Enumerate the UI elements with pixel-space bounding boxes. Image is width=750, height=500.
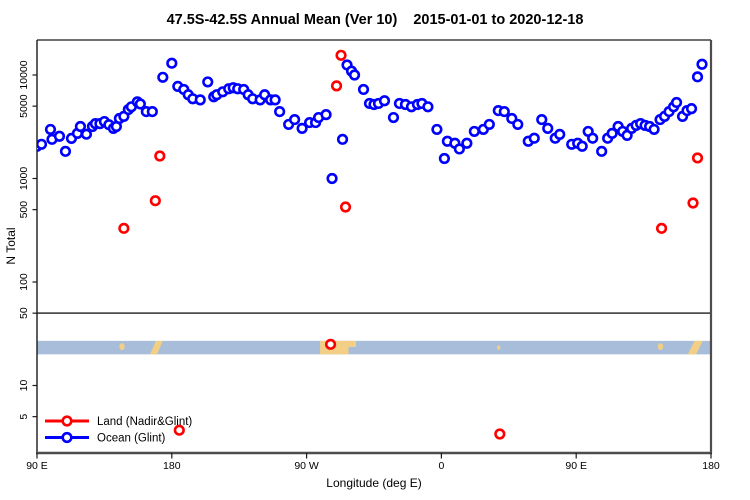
ocean-data-point bbox=[512, 118, 524, 131]
y-tick-label: 500 bbox=[18, 201, 30, 219]
land-data-point bbox=[335, 49, 347, 61]
ocean-data-point bbox=[326, 172, 338, 185]
ocean-data-point bbox=[536, 113, 548, 126]
ocean-data-point bbox=[453, 143, 465, 155]
y-tick-label: 10 bbox=[18, 380, 30, 392]
map-band-land-segment bbox=[150, 340, 163, 355]
ocean-data-point bbox=[269, 94, 281, 106]
chart-title-left: 47.5S-42.5S Annual Mean (Ver 10) bbox=[167, 12, 398, 28]
ocean-data-point bbox=[44, 123, 57, 136]
ocean-data-point bbox=[274, 105, 286, 118]
x-axis-title: Longitude (deg E) bbox=[326, 476, 421, 490]
ocean-data-point bbox=[461, 137, 473, 149]
ocean-data-point bbox=[320, 109, 332, 121]
land-data-point bbox=[324, 338, 337, 350]
land-data-point bbox=[494, 428, 506, 440]
x-tick-label: 90 W bbox=[294, 460, 319, 472]
ocean-data-point bbox=[37, 138, 48, 150]
ocean-data-point bbox=[554, 128, 566, 140]
map-band-ocean bbox=[37, 340, 711, 355]
ocean-data-point bbox=[134, 98, 146, 110]
ocean-data-point bbox=[59, 145, 72, 157]
y-tick-label: 100 bbox=[18, 273, 30, 291]
y-tick-label: 10000 bbox=[18, 60, 30, 89]
ocean-data-point bbox=[357, 83, 370, 96]
ocean-data-point bbox=[194, 94, 206, 106]
ocean-data-point bbox=[576, 140, 588, 152]
x-tick-label: 0 bbox=[438, 460, 444, 472]
data-points-layer bbox=[37, 49, 708, 440]
legend-entry: Land (Nadir&Glint) bbox=[45, 415, 192, 428]
ocean-data-point bbox=[378, 95, 391, 107]
ocean-data-point bbox=[348, 69, 361, 81]
ocean-data-point bbox=[685, 103, 698, 115]
ocean-data-point bbox=[422, 101, 434, 113]
ocean-data-point bbox=[670, 96, 683, 109]
ocean-data-point bbox=[498, 105, 510, 118]
legend-label: Ocean (Glint) bbox=[97, 433, 166, 445]
land-data-point bbox=[330, 80, 343, 92]
ocean-data-point bbox=[696, 58, 708, 70]
legend-label: Land (Nadir&Glint) bbox=[97, 416, 192, 428]
ocean-data-point bbox=[157, 71, 169, 83]
ocean-data-point bbox=[289, 113, 301, 126]
ocean-data-point bbox=[596, 145, 608, 157]
ocean-data-point bbox=[166, 57, 178, 69]
land-data-point bbox=[687, 197, 699, 209]
y-tick-label: 50 bbox=[18, 307, 30, 319]
ocean-data-point bbox=[53, 130, 66, 142]
ocean-data-point bbox=[587, 132, 599, 144]
ocean-data-point bbox=[202, 76, 214, 88]
ocean-data-point bbox=[606, 127, 618, 139]
map-band-land-segment bbox=[687, 340, 703, 355]
land-data-point bbox=[655, 222, 668, 234]
legend-entry: Ocean (Glint) bbox=[45, 431, 166, 445]
map-band-land-segment bbox=[348, 340, 357, 347]
ocean-data-point bbox=[438, 152, 450, 165]
chart-title: 47.5S-42.5S Annual Mean (Ver 10) 2015-01-… bbox=[167, 12, 584, 28]
ocean-data-point bbox=[296, 122, 308, 134]
ocean-data-point bbox=[336, 133, 349, 145]
land-data-point bbox=[173, 424, 185, 436]
x-tick-label: 90 E bbox=[26, 460, 48, 472]
land-data-point bbox=[691, 152, 704, 164]
land-data-point bbox=[149, 195, 161, 207]
y-axis-title: N Total bbox=[4, 227, 18, 264]
ocean-data-point bbox=[528, 132, 540, 144]
map-band-layer bbox=[37, 340, 711, 355]
ocean-data-point bbox=[387, 111, 400, 124]
land-data-point bbox=[339, 201, 352, 213]
x-tick-label: 90 E bbox=[565, 460, 587, 472]
land-data-point bbox=[154, 150, 166, 162]
x-tick-label: 180 bbox=[702, 460, 720, 472]
chart-title-dates: 2015-01-01 to 2020-12-18 bbox=[413, 12, 583, 28]
ocean-data-point bbox=[468, 125, 480, 138]
legend-swatch-point bbox=[61, 415, 73, 427]
map-band-land-segment bbox=[497, 345, 501, 350]
ocean-data-point bbox=[146, 105, 158, 118]
ocean-data-point bbox=[691, 71, 704, 83]
map-band-land-segment bbox=[119, 343, 125, 351]
ocean-data-point bbox=[542, 122, 554, 134]
legend: Land (Nadir&Glint) Ocean (Glint) bbox=[45, 415, 192, 445]
axes-layer: 10000 5000 1000 500 100 50 10 5 90 E 180 90 W 0 90 E… bbox=[18, 39, 720, 472]
ocean-data-point bbox=[648, 123, 660, 136]
map-band-land-segment bbox=[657, 343, 664, 351]
y-tick-label: 5000 bbox=[18, 94, 30, 118]
land-data-point bbox=[118, 222, 130, 234]
ocean-data-point bbox=[483, 118, 495, 131]
legend-swatch-point bbox=[61, 431, 73, 444]
y-tick-label: 1000 bbox=[18, 167, 30, 191]
ocean-data-point bbox=[431, 123, 443, 136]
ocean-data-point bbox=[80, 128, 93, 140]
y-tick-label: 5 bbox=[18, 414, 30, 420]
ocean-data-point bbox=[74, 120, 87, 133]
x-tick-label: 180 bbox=[163, 460, 181, 472]
